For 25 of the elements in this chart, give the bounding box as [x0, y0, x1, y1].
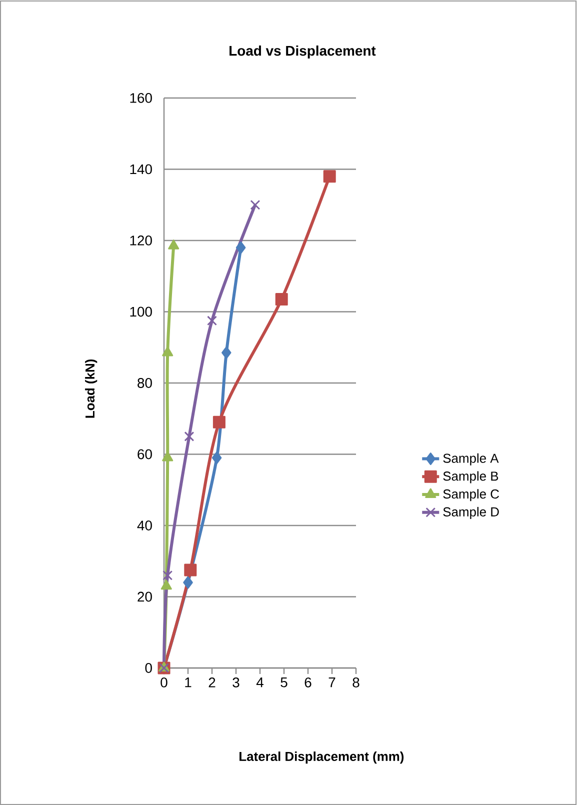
y-axis-title: Load (kN) — [85, 359, 98, 418]
x-tick-label: 6 — [304, 678, 312, 688]
y-tick-label: 40 — [137, 520, 152, 530]
x-tick-label: 8 — [352, 678, 360, 688]
legend-label: Sample D — [443, 506, 499, 520]
y-tick-label: 80 — [138, 378, 152, 388]
x-tick-label: 7 — [328, 678, 336, 688]
x-tick-label: 4 — [256, 678, 264, 688]
x-tick-label: 3 — [232, 678, 240, 688]
legend-label: Sample A — [443, 453, 499, 466]
y-tick-label: 60 — [138, 449, 152, 460]
y-tick-label: 0 — [145, 663, 152, 673]
chart-title: Load vs Displacement — [230, 45, 376, 58]
legend-label: Sample B — [443, 471, 498, 484]
legend-label: Sample C — [443, 489, 499, 502]
x-tick-label: 1 — [185, 678, 192, 688]
x-tick-label: 2 — [208, 678, 216, 688]
y-tick-label: 120 — [130, 236, 152, 246]
y-tick-label: 100 — [130, 306, 152, 317]
x-tick-label: 5 — [280, 678, 288, 688]
y-tick-label: 20 — [138, 592, 152, 602]
y-tick-label: 160 — [130, 93, 152, 103]
x-axis-title: Lateral Displacement (mm) — [240, 752, 404, 764]
x-tick-label: 0 — [160, 678, 168, 688]
y-tick-label: 140 — [130, 164, 152, 174]
